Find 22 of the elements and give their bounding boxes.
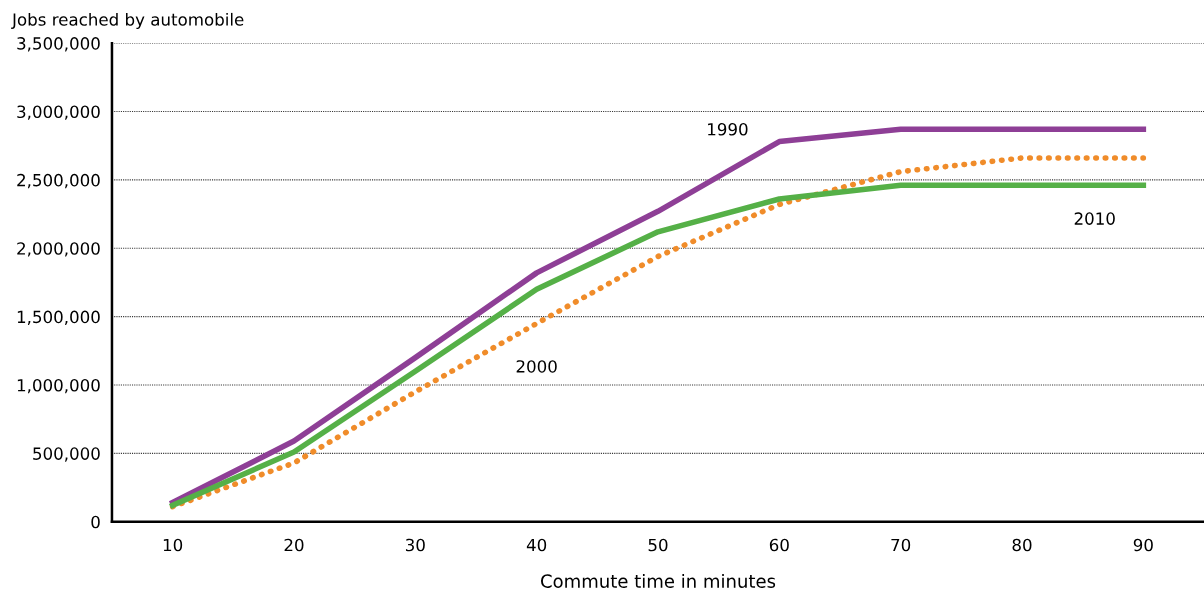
x-tick-label: 80 bbox=[1012, 538, 1032, 552]
x-tick-label: 60 bbox=[769, 538, 789, 552]
series-label: 2010 bbox=[1074, 212, 1115, 225]
y-tick-label: 1,000,000 bbox=[17, 378, 100, 394]
y-tick-label: 3,500,000 bbox=[17, 37, 100, 52]
x-tick-label: 90 bbox=[1133, 538, 1153, 552]
y-tick-label: 0 bbox=[91, 515, 100, 529]
x-tick-label: 50 bbox=[648, 538, 668, 552]
y-tick-label: 500,000 bbox=[33, 447, 100, 462]
y-tick-label: 1,500,000 bbox=[17, 310, 100, 325]
series-label: 1990 bbox=[708, 123, 748, 136]
y-tick-label: 2,500,000 bbox=[17, 173, 100, 189]
x-tick-label: 70 bbox=[891, 538, 911, 552]
x-tick-label: 40 bbox=[526, 538, 547, 552]
x-tick-label: 10 bbox=[163, 538, 183, 552]
y-axis-title: Jobs reached by automobile bbox=[11, 12, 244, 30]
x-tick-label: 30 bbox=[405, 538, 425, 552]
y-tick-label: 3,000,000 bbox=[17, 105, 100, 120]
x-tick-label: 20 bbox=[284, 538, 304, 552]
x-axis-title: Commute time in minutes bbox=[540, 573, 776, 588]
series-label: 2000 bbox=[516, 360, 557, 373]
y-tick-label: 2,000,000 bbox=[17, 242, 100, 257]
